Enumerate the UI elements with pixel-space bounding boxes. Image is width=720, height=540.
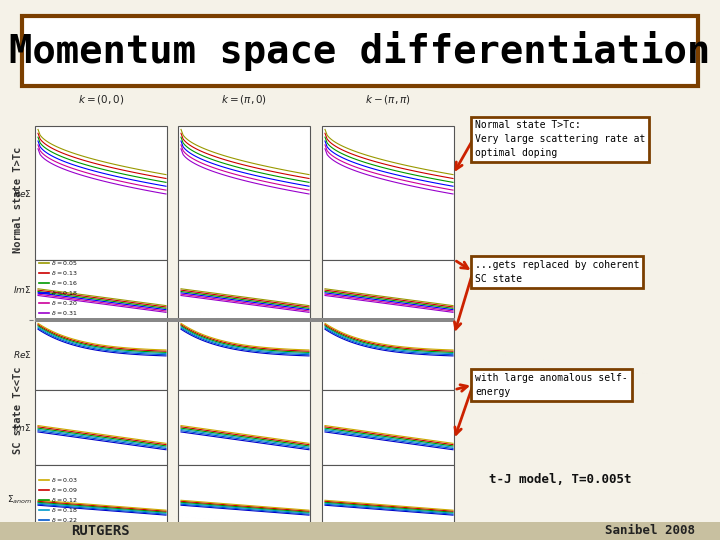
Text: Momentum space differentiation: Momentum space differentiation: [9, 31, 711, 71]
Text: $Re\Sigma$: $Re\Sigma$: [13, 187, 32, 199]
Bar: [0, 522, 720, 540]
Text: Sanibel 2008: Sanibel 2008: [605, 524, 695, 537]
Bar: [35, 390, 167, 465]
Bar: [35, 320, 167, 390]
Text: $\delta=0.26$: $\delta=0.26$: [51, 526, 78, 534]
Text: Normal state T>Tc: Normal state T>Tc: [13, 146, 23, 253]
Text: $\delta=0.18$: $\delta=0.18$: [51, 506, 78, 514]
Text: $Im\Sigma$: $Im\Sigma$: [14, 284, 32, 295]
Text: $Im\Sigma$: $Im\Sigma$: [14, 422, 32, 433]
Bar: [178, 260, 310, 320]
Text: Normal state T>Tc:
Very large scattering rate at
optimal doping: Normal state T>Tc: Very large scattering…: [475, 120, 645, 158]
Bar: [322, 465, 454, 535]
Bar: [35, 465, 167, 535]
Text: $k=(\pi,0)$: $k=(\pi,0)$: [221, 93, 267, 106]
Bar: [178, 465, 310, 535]
Text: $\delta=0.22$: $\delta=0.22$: [51, 516, 78, 524]
Text: $\delta=0.09$: $\delta=0.09$: [51, 486, 78, 494]
Bar: [35, 126, 167, 260]
Text: with large anomalous self-
energy: with large anomalous self- energy: [475, 373, 628, 397]
Bar: [322, 320, 454, 390]
Text: $Re\Sigma$: $Re\Sigma$: [13, 349, 32, 360]
Text: $\delta=0.12$: $\delta=0.12$: [51, 496, 78, 504]
Bar: [35, 318, 455, 322]
Text: $\delta=0.13$: $\delta=0.13$: [51, 268, 78, 276]
Text: $\delta=0.03$: $\delta=0.03$: [51, 476, 78, 484]
Text: $k=(0,0)$: $k=(0,0)$: [78, 93, 125, 106]
FancyBboxPatch shape: [22, 16, 698, 86]
Text: $\Sigma_{anom}$: $\Sigma_{anom}$: [6, 494, 32, 506]
Bar: [35, 260, 167, 320]
Text: $\delta=0.31$: $\delta=0.31$: [51, 309, 78, 316]
Bar: [322, 390, 454, 465]
Bar: [178, 320, 310, 390]
Text: SC state T<<Tc: SC state T<<Tc: [13, 366, 23, 454]
Bar: [322, 260, 454, 320]
Text: $k-(\pi,\pi)$: $k-(\pi,\pi)$: [365, 93, 411, 106]
Bar: [178, 126, 310, 260]
Text: $\delta=0.18$: $\delta=0.18$: [51, 289, 78, 296]
Text: t-J model, T=0.005t: t-J model, T=0.005t: [489, 474, 631, 487]
Text: $\delta=0.16$: $\delta=0.16$: [51, 279, 78, 287]
Bar: [322, 126, 454, 260]
Text: $\delta=0.20$: $\delta=0.20$: [51, 299, 78, 307]
Bar: [178, 390, 310, 465]
Text: $\delta=0.05$: $\delta=0.05$: [51, 259, 78, 267]
Text: RUTGERS: RUTGERS: [71, 524, 130, 538]
Text: ...gets replaced by coherent
SC state: ...gets replaced by coherent SC state: [475, 260, 639, 284]
